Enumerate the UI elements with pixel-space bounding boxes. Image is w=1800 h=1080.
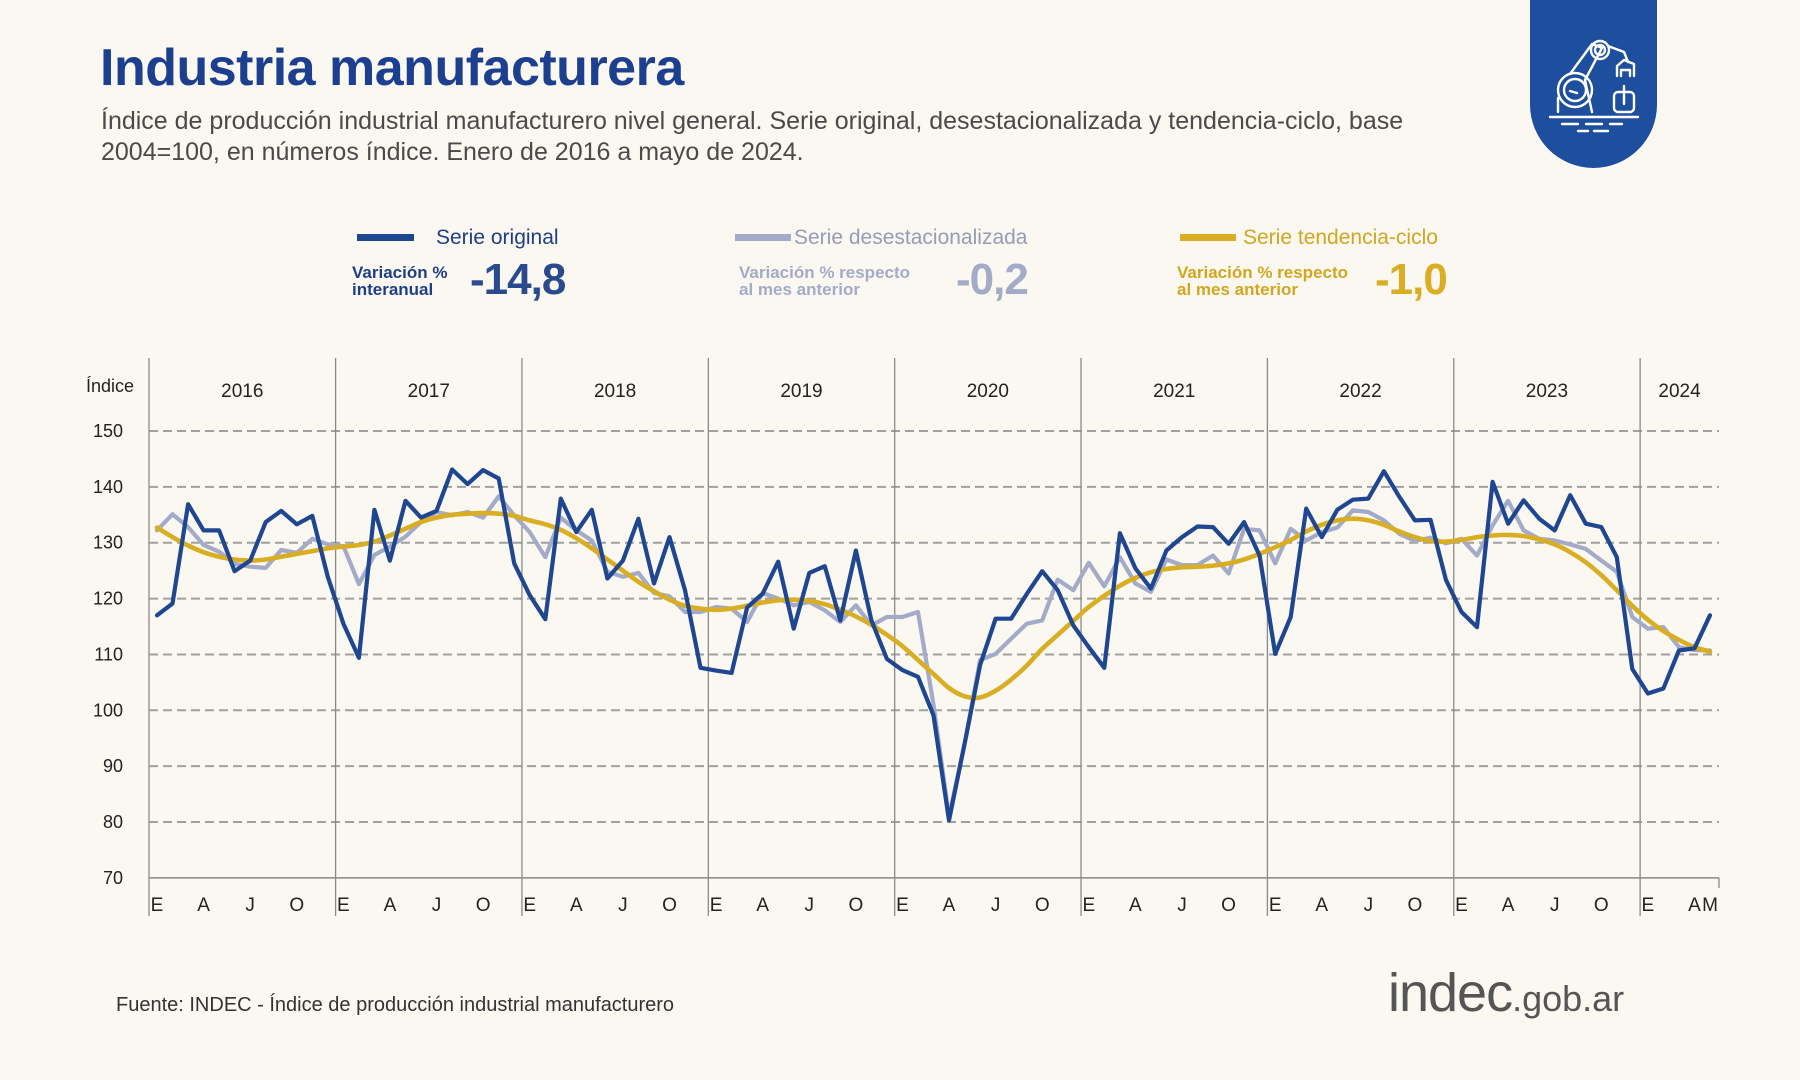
year-label: 2024 <box>1658 381 1701 402</box>
y-axis-label: Índice <box>86 376 134 396</box>
variation-label-original: Variación % interanual <box>352 264 447 298</box>
month-tick-label: E <box>337 895 350 916</box>
legend-label-tendencia: Serie tendencia-ciclo <box>1243 226 1438 249</box>
month-tick-label: A <box>1688 895 1701 916</box>
month-tick-label: J <box>245 895 255 916</box>
month-tick-label: A <box>1502 895 1515 916</box>
month-tick-label: E <box>710 895 723 916</box>
variation-value-original: -14,8 <box>470 255 566 304</box>
month-tick-label: O <box>289 895 304 916</box>
month-tick-label: J <box>618 895 628 916</box>
month-tick-label: E <box>1082 895 1095 916</box>
variation-label-tendencia: Variación % respecto al mes anterior <box>1177 264 1348 298</box>
month-tick-label: J <box>1364 895 1374 916</box>
month-tick-label: O <box>476 895 491 916</box>
logo-suffix: .gob.ar <box>1512 978 1625 1019</box>
variation-label-line2: interanual <box>352 280 434 299</box>
year-label: 2021 <box>1153 381 1195 402</box>
month-tick-label: E <box>151 895 164 916</box>
year-label: 2018 <box>594 381 636 402</box>
month-tick-label: A <box>570 895 583 916</box>
y-tick-label: 140 <box>93 477 123 497</box>
month-tick-label: J <box>1550 895 1560 916</box>
month-tick-label: O <box>1035 895 1050 916</box>
page-subtitle: Índice de producción industrial manufact… <box>101 107 1404 166</box>
logo-main: indec <box>1388 963 1513 1023</box>
y-tick-label: 90 <box>103 756 123 776</box>
month-tick-label: M <box>1702 895 1718 916</box>
indec-logo[interactable]: indec.gob.ar <box>1388 962 1624 1024</box>
year-label: 2020 <box>967 381 1009 402</box>
month-tick-label: A <box>1315 895 1328 916</box>
y-tick-label: 70 <box>103 868 123 888</box>
legend-swatch-tendencia <box>1180 234 1236 241</box>
month-tick-label: O <box>1221 895 1236 916</box>
series-tendencia-ciclo-line <box>154 510 1713 701</box>
month-tick-label: E <box>896 895 909 916</box>
legend-label-desestacionalizada: Serie desestacionalizada <box>794 226 1028 249</box>
variation-label-desestacionalizada: Variación % respecto al mes anterior <box>739 264 910 298</box>
month-tick-label: A <box>943 895 956 916</box>
y-tick-label: 120 <box>93 589 123 609</box>
variation-value-tendencia: -1,0 <box>1375 255 1448 304</box>
month-tick-label: A <box>1129 895 1142 916</box>
year-label: 2016 <box>221 381 263 402</box>
month-tick-label: O <box>848 895 863 916</box>
month-tick-label: A <box>197 895 210 916</box>
month-tick-label: E <box>523 895 536 916</box>
y-tick-label: 150 <box>93 421 123 441</box>
month-tick-label: J <box>1177 895 1187 916</box>
month-tick-label: J <box>805 895 815 916</box>
y-tick-label: 110 <box>94 644 123 664</box>
year-label: 2017 <box>408 381 450 402</box>
variation-label-line1: Variación % respecto <box>1177 263 1349 282</box>
month-tick-label: O <box>1408 895 1423 916</box>
line-chart: Índice 70 80 90 100 110 120 130 140 150 2016 E A J O… <box>86 358 1720 916</box>
variation-label-line1: Variación % respecto <box>739 263 911 282</box>
month-tick-label: E <box>1642 895 1655 916</box>
variation-value-desestacionalizada: -0,2 <box>956 255 1029 304</box>
month-tick-label: A <box>756 895 769 916</box>
month-tick-label: O <box>662 895 677 916</box>
legend-label-original: Serie original <box>436 226 559 249</box>
series-original-line <box>154 467 1713 823</box>
variation-label-line2: al mes anterior <box>739 280 860 299</box>
month-tick-label: E <box>1269 895 1282 916</box>
month-tick-label: J <box>432 895 442 916</box>
month-tick-label: A <box>384 895 397 916</box>
y-tick-label: 80 <box>103 812 123 832</box>
month-tick-label: J <box>991 895 1001 916</box>
robot-arm-icon <box>1548 39 1640 133</box>
year-label: 2019 <box>780 381 822 402</box>
legend-swatch-desestacionalizada <box>735 234 791 241</box>
series-desestacionalizada-line <box>154 494 1713 819</box>
variation-label-line2: al mes anterior <box>1177 280 1298 299</box>
year-label: 2022 <box>1339 381 1381 402</box>
month-tick-label: E <box>1455 895 1468 916</box>
year-label: 2023 <box>1526 381 1568 402</box>
y-tick-label: 100 <box>93 700 123 720</box>
industry-badge <box>1530 0 1657 168</box>
month-tick-label: O <box>1594 895 1609 916</box>
y-tick-label: 130 <box>93 533 123 553</box>
variation-label-line1: Variación % <box>352 263 448 282</box>
page-title: Industria manufacturera <box>100 39 684 97</box>
source-note: Fuente: INDEC - Índice de producción ind… <box>116 994 675 1016</box>
legend-swatch-original <box>357 234 414 241</box>
